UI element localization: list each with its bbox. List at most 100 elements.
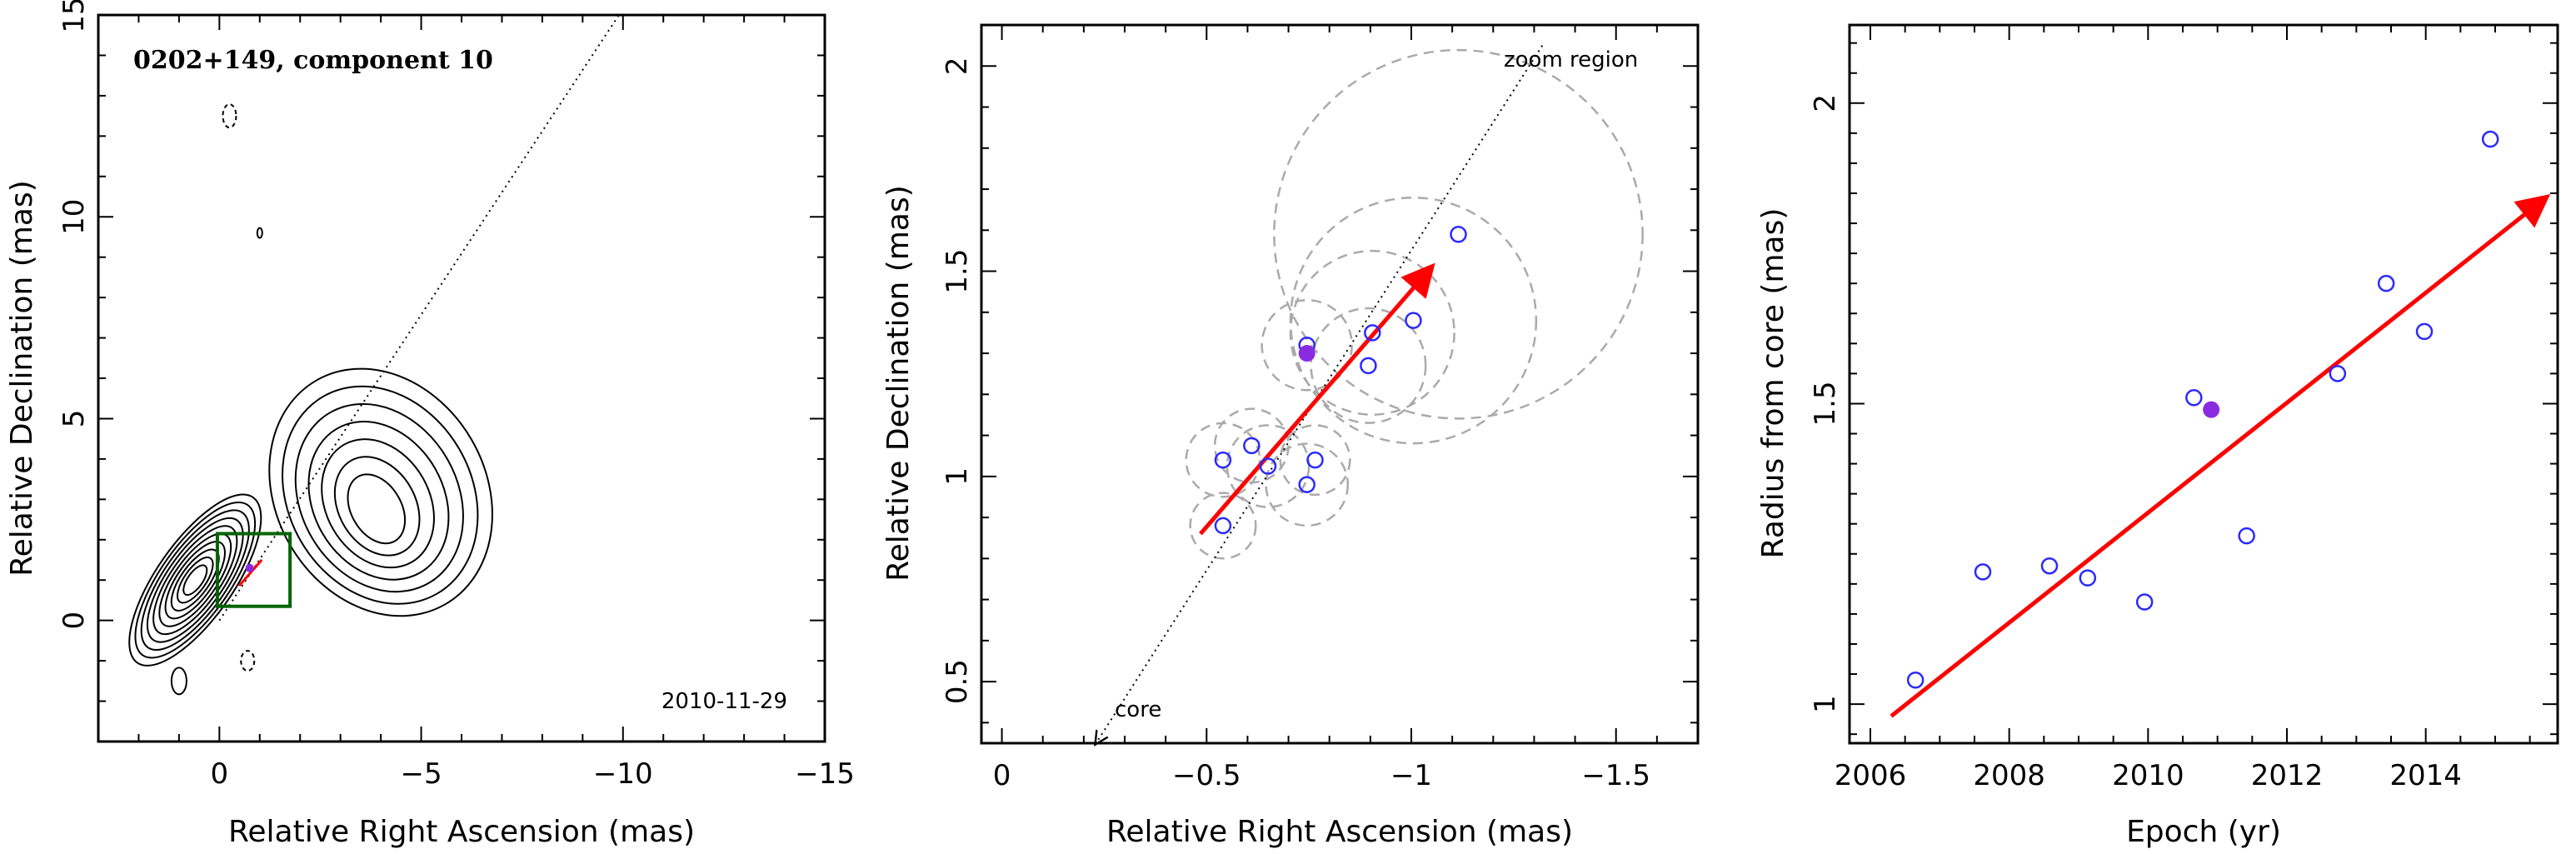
data-point <box>1259 457 1277 475</box>
data-point <box>2377 274 2395 292</box>
contour-line <box>152 525 238 636</box>
data-point <box>1306 451 1324 469</box>
chart-title: 0202+149, component 10 <box>133 46 493 75</box>
data-point <box>1364 324 1381 342</box>
y-tick-label: 1 <box>941 467 974 486</box>
contour-line <box>158 532 232 627</box>
x-tick-label: −0.5 <box>1172 759 1241 792</box>
x-tick-label: −10 <box>593 757 653 791</box>
trajectory-line <box>218 15 620 622</box>
panel-a-frame <box>97 13 826 743</box>
x-tick-label: 2006 <box>1835 759 1907 792</box>
uncertainty-circle <box>1226 424 1310 508</box>
contour-line <box>333 456 421 557</box>
y-tick-label: 5 <box>57 410 91 428</box>
panel-b-frame <box>980 23 1700 745</box>
data-point <box>1360 357 1377 375</box>
x-tick-label: 2014 <box>2389 759 2462 792</box>
x-axis-title: Epoch (yr) <box>2126 815 2281 849</box>
y-tick-label: 1.5 <box>941 249 974 294</box>
data-point <box>2415 322 2434 341</box>
epoch-date-label: 2010-11-29 <box>661 689 787 714</box>
uncertainty-circle <box>1213 407 1290 484</box>
x-tick-label: 2010 <box>2112 759 2184 792</box>
data-point <box>1243 437 1261 455</box>
core-label: core <box>1115 697 1161 722</box>
uncertainty-circle <box>1185 422 1261 498</box>
y-tick-label: 2 <box>1809 94 1842 112</box>
y-tick-label: 10 <box>57 199 91 235</box>
y-tick-label: 0 <box>57 612 91 630</box>
panel-radius-vs-epoch: 2006 2008 2010 2012 2014 1 1.5 2 Epoch (yr) Rad… <box>1756 23 2559 849</box>
velocity-arrow <box>1199 262 1435 536</box>
contour-line <box>294 402 464 593</box>
contour-line <box>282 385 479 605</box>
data-point <box>1405 312 1422 329</box>
data-point <box>2481 130 2499 148</box>
uncertainty-circle <box>1289 196 1538 445</box>
x-tick-label: −1.5 <box>1581 759 1650 792</box>
uncertainty-circle <box>1279 424 1351 497</box>
data-point <box>2329 365 2347 382</box>
contour-line <box>177 556 214 604</box>
x-tick-label: 2008 <box>1973 759 2045 792</box>
data-point <box>1214 451 1232 469</box>
data-point <box>2079 569 2097 587</box>
contour-line <box>170 667 187 696</box>
panel-a-ticks: 0 −5 −10 −15 0 5 10 15 <box>57 0 855 791</box>
contour-line-negative <box>222 103 237 129</box>
x-axis-title: Relative Right Ascension (mas) <box>1106 815 1573 849</box>
zoom-box <box>215 532 292 608</box>
data-point <box>2185 388 2203 407</box>
uncertainty-circle <box>1265 442 1350 527</box>
contour-line <box>256 227 263 239</box>
y-axis-title: Relative Declination (mas) <box>5 180 39 577</box>
y-axis-title: Radius from core (mas) <box>1756 208 1790 559</box>
zoom-region-label: zoom region <box>1504 47 1638 72</box>
contour-line <box>134 501 257 659</box>
data-point <box>1974 563 1992 581</box>
contour-line <box>307 421 450 581</box>
uncertainty-circles <box>1185 48 1644 560</box>
radius-points <box>1906 130 2499 689</box>
x-tick-label: −5 <box>400 757 442 791</box>
data-point <box>1906 672 1925 689</box>
data-point <box>1298 476 1315 493</box>
panel-contour-map: 0 −5 −10 −15 0 5 10 15 0202+149, component 10 2… <box>5 0 855 849</box>
data-point <box>2040 557 2059 575</box>
highlight-point-mini <box>245 563 254 572</box>
y-tick-label: 0.5 <box>941 659 974 704</box>
panel-zoom-positions: 0 −0.5 −1 −1.5 0.5 1 1.5 2 zoom region core Rel… <box>881 23 1700 849</box>
uncertainty-circle <box>1310 307 1427 424</box>
y-axis-title: Relative Declination (mas) <box>881 185 916 582</box>
contour-line <box>347 473 407 545</box>
highlight-point <box>2203 401 2220 418</box>
position-points <box>1214 225 1467 535</box>
highlight-point <box>1298 345 1315 362</box>
y-tick-label: 1 <box>1809 695 1842 713</box>
x-axis-title: Relative Right Ascension (mas) <box>228 815 695 849</box>
data-point <box>1214 517 1232 535</box>
contour-line <box>128 493 262 667</box>
panel-c-frame <box>1848 23 2559 745</box>
x-tick-label: 0 <box>211 757 229 791</box>
uncertainty-circle <box>1189 492 1257 560</box>
velocity-arrow <box>1890 193 2551 718</box>
x-tick-label: 2012 <box>2251 759 2324 792</box>
y-tick-label: 15 <box>57 0 91 33</box>
data-point <box>2238 527 2255 545</box>
contour-line-negative <box>240 650 256 672</box>
contour-map <box>128 103 493 696</box>
uncertainty-circle <box>1261 298 1353 392</box>
contour-line <box>182 564 208 597</box>
uncertainty-circle <box>1273 48 1644 420</box>
panel-c-ticks: 2006 2008 2010 2012 2014 1 1.5 2 <box>1809 25 2558 792</box>
contour-line <box>321 438 435 569</box>
contour-line <box>140 509 250 652</box>
x-tick-label: −1 <box>1390 759 1432 792</box>
data-point <box>2135 593 2154 611</box>
panel-b-ticks: 0 −0.5 −1 −1.5 0.5 1 1.5 2 <box>941 24 1698 792</box>
velocity-arrow-mini <box>237 559 263 587</box>
y-tick-label: 1.5 <box>1809 381 1842 426</box>
